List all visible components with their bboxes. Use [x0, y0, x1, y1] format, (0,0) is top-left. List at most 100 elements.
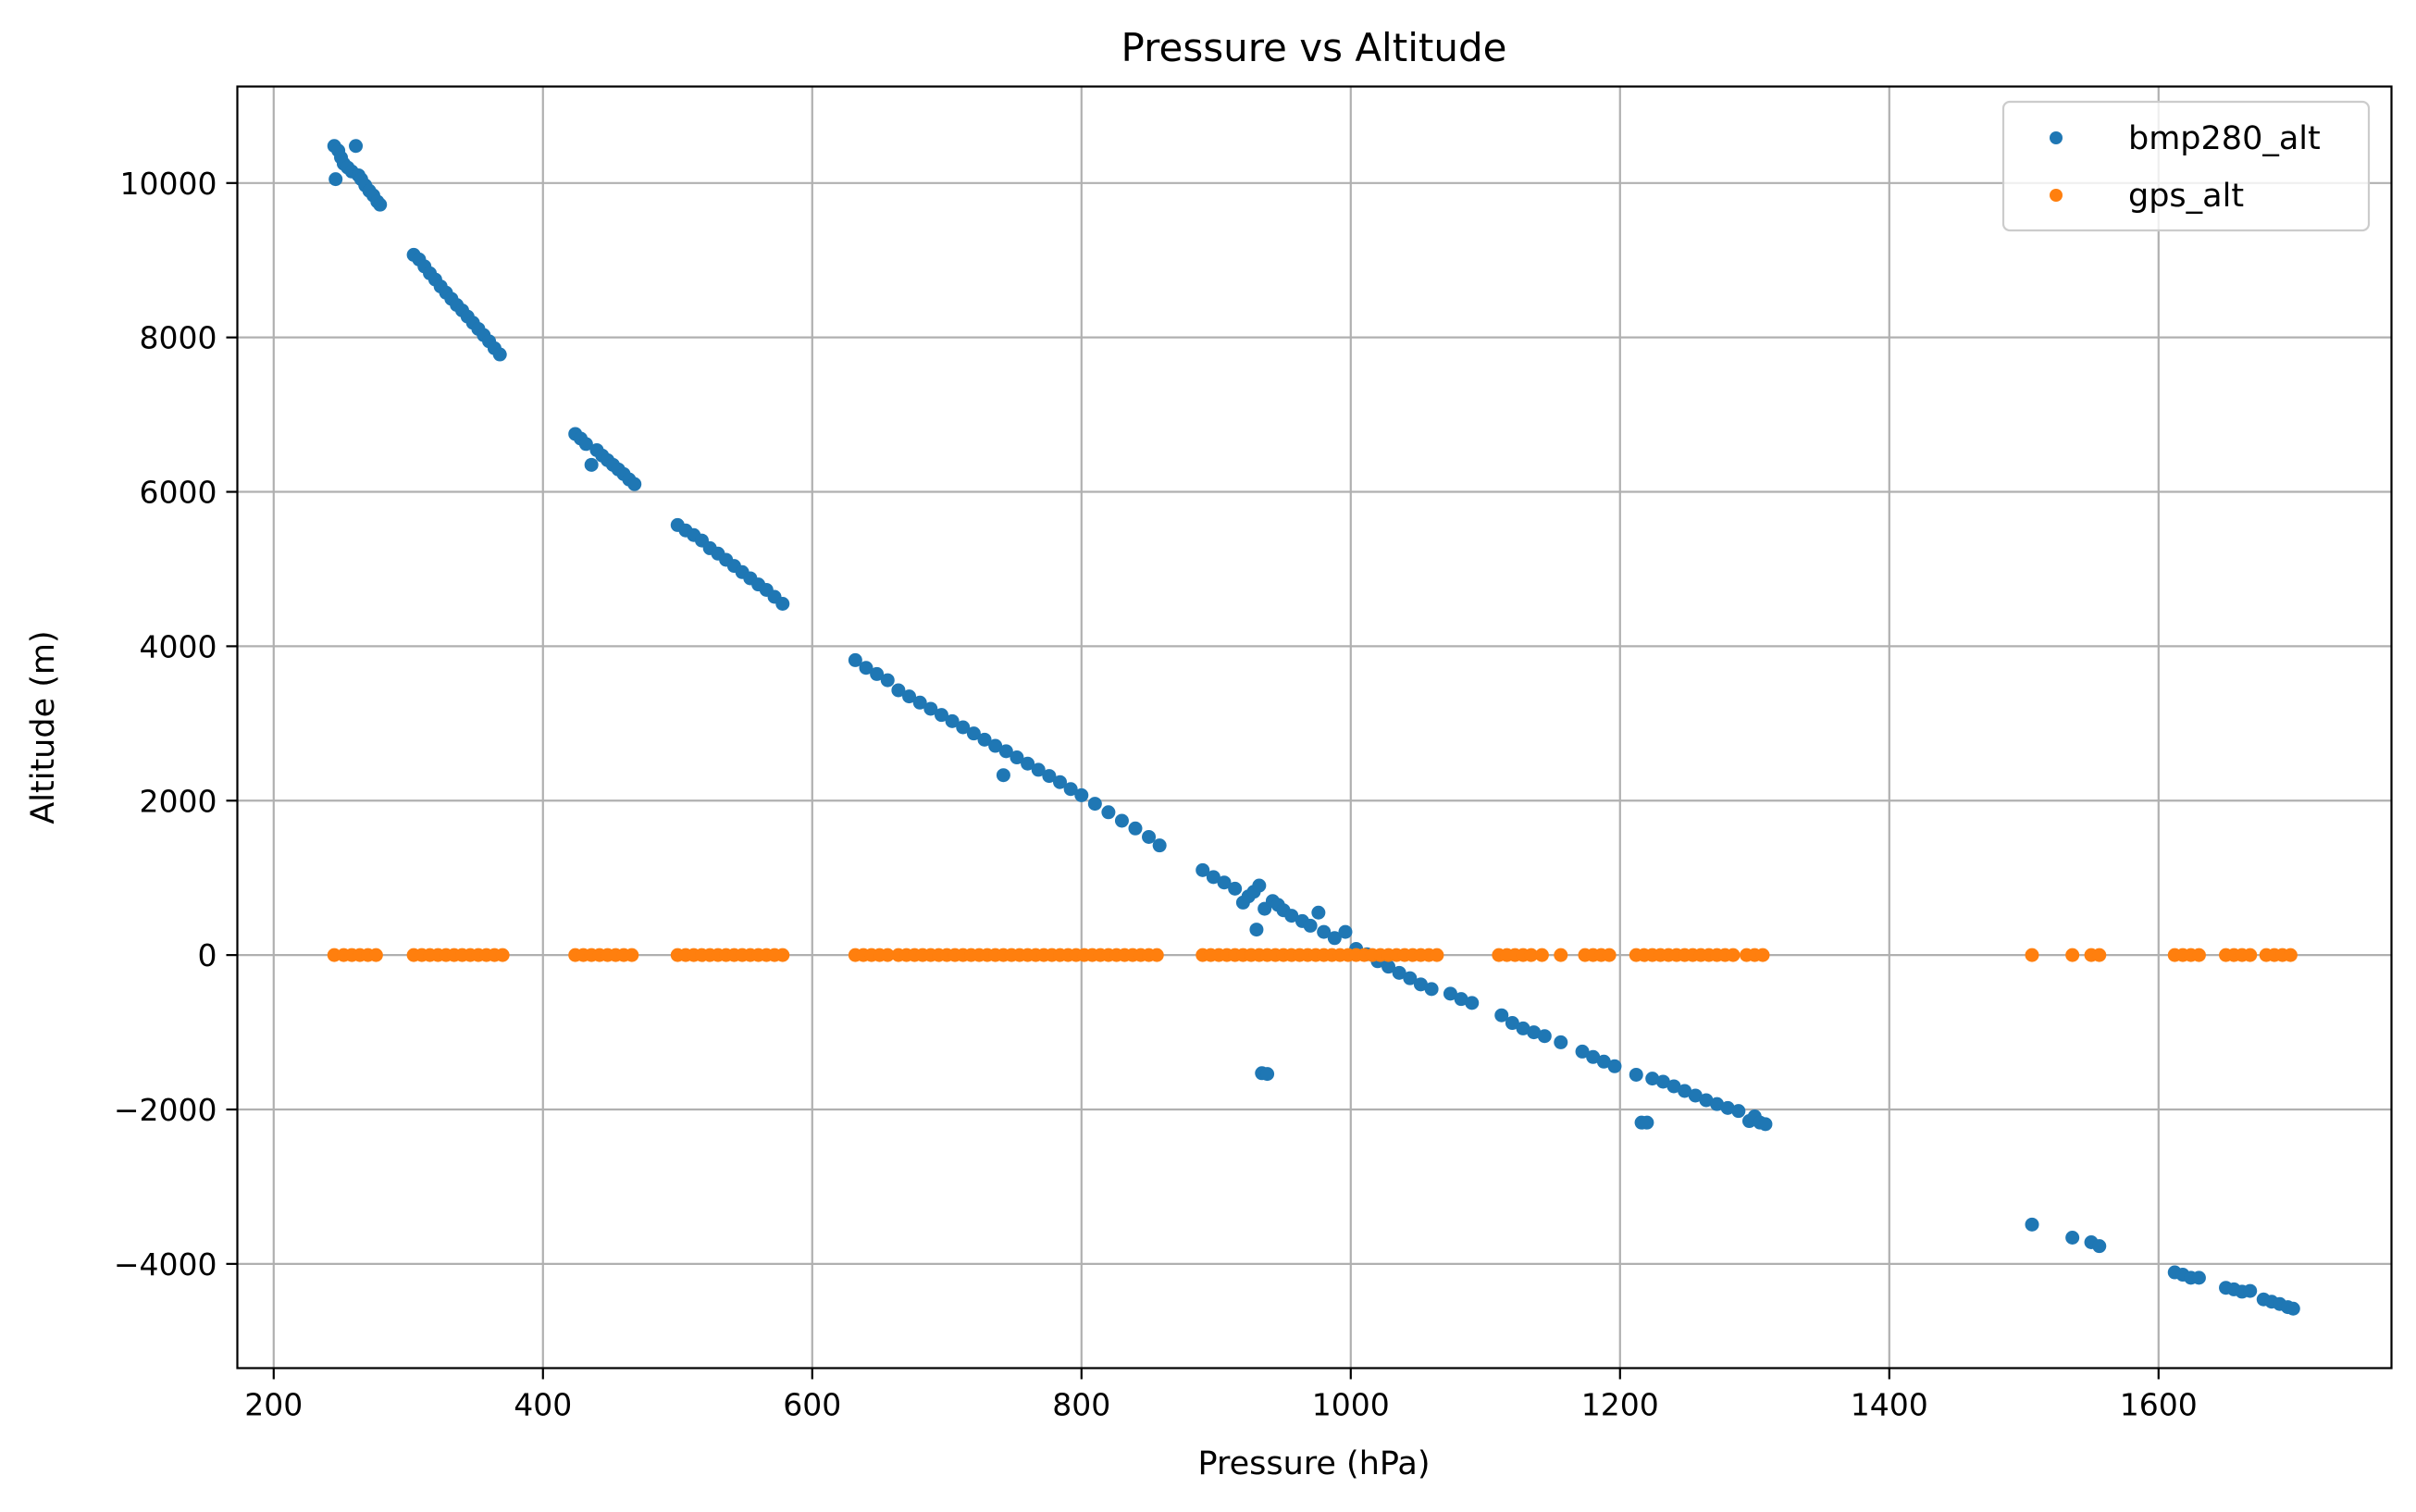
data-point-bmp280-alt [977, 732, 992, 747]
data-point-bmp280-alt [1666, 1079, 1681, 1094]
x-axis: 200 400 600 800 1000 1200 1400 1600 [244, 1368, 2198, 1423]
data-point-bmp280-alt [945, 713, 960, 728]
data-point-bmp280-alt [902, 689, 917, 704]
data-point-bmp280-alt [1688, 1088, 1703, 1103]
legend-box [2001, 100, 2371, 232]
data-point-bmp280-alt [775, 597, 790, 612]
data-point-gps-alt [1554, 948, 1568, 962]
y-axis: −4000 −2000 0 2000 4000 6000 8000 10000 [114, 166, 238, 1283]
data-point-bmp280-alt [1284, 909, 1299, 923]
data-point-bmp280-alt [1021, 756, 1035, 771]
y-tick-label: 0 [198, 937, 217, 973]
data-series [327, 139, 2300, 1316]
y-tick-label: 8000 [140, 320, 217, 356]
data-point-bmp280-alt [1252, 878, 1267, 893]
x-tick-label: 400 [514, 1387, 572, 1423]
data-point-gps-alt [2065, 948, 2080, 962]
axes-frame [236, 85, 2393, 1369]
data-point-bmp280-alt [578, 437, 593, 452]
y-tick-label: −4000 [114, 1246, 217, 1283]
data-point-bmp280-alt [1710, 1097, 1725, 1111]
data-point-bmp280-alt [492, 347, 507, 362]
data-point-gps-alt [775, 948, 790, 962]
legend-marker-bmp280-alt [2050, 131, 2063, 144]
data-point-bmp280-alt [2025, 1217, 2039, 1232]
data-point-gps-alt [1534, 948, 1549, 962]
data-point-bmp280-alt [880, 673, 895, 688]
series-bmp280-alt [327, 139, 2300, 1316]
data-point-bmp280-alt [1537, 1029, 1552, 1044]
data-point-bmp280-alt [996, 768, 1010, 783]
data-point-bmp280-alt [1101, 805, 1116, 820]
data-point-bmp280-alt [1424, 982, 1439, 997]
data-point-gps-alt [495, 948, 510, 962]
data-point-bmp280-alt [1074, 787, 1089, 802]
data-point-bmp280-alt [1206, 870, 1220, 885]
data-point-bmp280-alt [1303, 918, 1318, 933]
data-point-bmp280-alt [1505, 1016, 1519, 1031]
data-point-bmp280-alt [1010, 750, 1024, 765]
series-gps-alt [327, 948, 2298, 962]
data-point-bmp280-alt [373, 197, 388, 212]
data-point-bmp280-alt [1640, 1115, 1654, 1130]
y-axis-label: Altitude (m) [25, 630, 62, 824]
legend-label-gps-alt: gps_alt [2128, 178, 2244, 215]
data-point-bmp280-alt [584, 457, 599, 472]
data-point-bmp280-alt [1607, 1059, 1622, 1073]
x-tick-label: 1200 [1581, 1387, 1659, 1423]
data-point-bmp280-alt [1031, 762, 1046, 777]
data-point-bmp280-alt [1403, 971, 1418, 985]
data-point-gps-alt [880, 948, 895, 962]
data-point-bmp280-alt [1678, 1084, 1692, 1098]
data-point-bmp280-alt [2286, 1301, 2300, 1316]
data-point-gps-alt [625, 948, 639, 962]
data-point-gps-alt [2191, 948, 2206, 962]
data-point-bmp280-alt [1249, 923, 1264, 937]
data-point-bmp280-alt [1443, 986, 1457, 1001]
data-point-bmp280-alt [891, 683, 906, 698]
data-point-bmp280-alt [1063, 782, 1078, 797]
data-point-bmp280-alt [1465, 996, 1480, 1010]
data-point-bmp280-alt [1196, 862, 1210, 877]
data-point-bmp280-alt [1114, 813, 1129, 828]
data-point-bmp280-alt [859, 661, 873, 675]
data-point-bmp280-alt [328, 172, 343, 187]
data-point-bmp280-alt [912, 695, 927, 710]
legend-label-bmp280-alt: bmp280_alt [2128, 120, 2321, 157]
x-tick-label: 1000 [1312, 1387, 1390, 1423]
data-point-bmp280-alt [1645, 1072, 1660, 1086]
data-point-bmp280-alt [1575, 1044, 1590, 1059]
data-point-bmp280-alt [848, 652, 862, 667]
x-tick-label: 600 [783, 1387, 841, 1423]
data-point-bmp280-alt [1731, 1104, 1746, 1119]
data-point-bmp280-alt [934, 708, 948, 723]
data-point-gps-alt [2092, 948, 2107, 962]
data-point-gps-alt [1524, 948, 1539, 962]
data-point-gps-alt [2283, 948, 2298, 962]
data-point-bmp280-alt [1655, 1074, 1670, 1089]
data-point-bmp280-alt [1217, 875, 1232, 890]
y-tick-label: 2000 [140, 783, 217, 819]
data-point-gps-alt [368, 948, 383, 962]
data-point-bmp280-alt [1413, 977, 1428, 992]
chart-title: Pressure vs Altitude [1121, 25, 1507, 70]
x-tick-label: 800 [1052, 1387, 1110, 1423]
data-point-bmp280-alt [966, 726, 981, 741]
data-point-bmp280-alt [1053, 775, 1068, 789]
data-point-bmp280-alt [1586, 1049, 1601, 1064]
data-point-bmp280-alt [1128, 821, 1143, 836]
data-point-bmp280-alt [1392, 965, 1406, 980]
x-tick-label: 1400 [1851, 1387, 1928, 1423]
data-point-bmp280-alt [1720, 1100, 1735, 1115]
data-point-bmp280-alt [349, 139, 364, 154]
data-point-bmp280-alt [627, 477, 642, 491]
data-point-bmp280-alt [1152, 838, 1167, 853]
legend-marker-gps-alt [2050, 189, 2063, 202]
data-point-gps-alt [2243, 948, 2258, 962]
data-point-bmp280-alt [1338, 924, 1353, 939]
y-tick-label: 6000 [140, 475, 217, 511]
data-point-bmp280-alt [1758, 1117, 1773, 1132]
data-point-bmp280-alt [1381, 960, 1396, 974]
